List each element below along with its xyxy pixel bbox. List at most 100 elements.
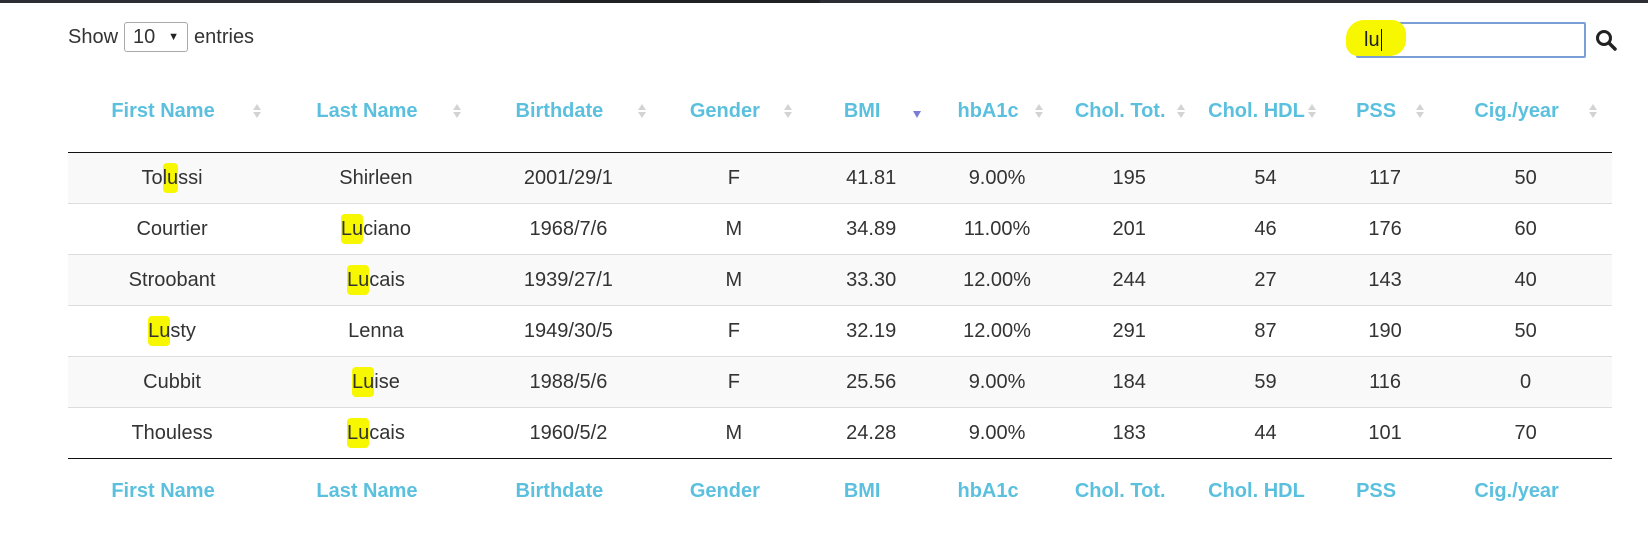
cell-chol-hdl: 54 bbox=[1200, 153, 1331, 204]
column-footer-label: First Name bbox=[111, 480, 214, 502]
cell-birthdate: 1949/30/5 bbox=[476, 306, 661, 357]
column-header-label: PSS bbox=[1356, 100, 1396, 122]
entries-select[interactable]: 10 ▼ bbox=[124, 22, 188, 52]
cell-cig: 50 bbox=[1439, 153, 1612, 204]
column-footer-birthdate[interactable]: Birthdate bbox=[476, 459, 661, 559]
table-header: First Name Last Name Birthdate Gender BMI hbA… bbox=[68, 70, 1612, 153]
cell-hba1c: 11.00% bbox=[936, 204, 1059, 255]
cell-chol-tot: 195 bbox=[1058, 153, 1199, 204]
search-input-value: lu bbox=[1364, 29, 1380, 52]
cell-hba1c: 12.00% bbox=[936, 306, 1059, 357]
cell-chol-tot: 184 bbox=[1058, 357, 1199, 408]
column-header-label: First Name bbox=[111, 100, 214, 122]
cell-text: sty bbox=[170, 320, 196, 342]
column-footer-first-name[interactable]: First Name bbox=[68, 459, 276, 559]
column-header-birthdate[interactable]: Birthdate bbox=[476, 70, 661, 153]
cell-text: To bbox=[141, 167, 162, 189]
cell-pss: 101 bbox=[1331, 408, 1439, 459]
cell-gender: M bbox=[661, 204, 807, 255]
column-footer-gender[interactable]: Gender bbox=[661, 459, 807, 559]
column-footer-last-name[interactable]: Last Name bbox=[276, 459, 476, 559]
sort-both-icon bbox=[1415, 102, 1425, 120]
chevron-down-icon: ▼ bbox=[168, 31, 179, 43]
column-footer-hba1c[interactable]: hbA1c bbox=[936, 459, 1059, 559]
sort-both-icon bbox=[637, 102, 647, 120]
column-header-gender[interactable]: Gender bbox=[661, 70, 807, 153]
column-header-first-name[interactable]: First Name bbox=[68, 70, 276, 153]
search-input[interactable]: lu bbox=[1356, 22, 1586, 58]
entries-length-control: Show 10 ▼ entries bbox=[68, 20, 254, 54]
column-header-cig-year[interactable]: Cig./year bbox=[1439, 70, 1612, 153]
cell-chol-tot: 183 bbox=[1058, 408, 1199, 459]
cell-chol-tot: 244 bbox=[1058, 255, 1199, 306]
sort-both-icon bbox=[1588, 102, 1598, 120]
search-match-highlight: Lu bbox=[148, 316, 170, 346]
cell-gender: F bbox=[661, 306, 807, 357]
cell-bmi: 25.56 bbox=[807, 357, 936, 408]
sort-descending-icon bbox=[912, 102, 922, 120]
cell-last-name: Lucais bbox=[276, 408, 476, 459]
search-match-highlight: Lu bbox=[341, 214, 363, 244]
cell-pss: 116 bbox=[1331, 357, 1439, 408]
column-header-chol-hdl[interactable]: Chol. HDL bbox=[1200, 70, 1331, 153]
cell-chol-hdl: 46 bbox=[1200, 204, 1331, 255]
column-header-label: hbA1c bbox=[957, 100, 1018, 122]
cell-text: Lenna bbox=[348, 320, 404, 342]
cell-bmi: 32.19 bbox=[807, 306, 936, 357]
browser-top-bar bbox=[0, 0, 1648, 3]
column-footer-label: Cig./year bbox=[1474, 480, 1558, 502]
cell-chol-hdl: 27 bbox=[1200, 255, 1331, 306]
column-header-label: Gender bbox=[690, 100, 760, 122]
cell-pss: 176 bbox=[1331, 204, 1439, 255]
cell-text: ciano bbox=[363, 218, 411, 240]
cell-gender: F bbox=[661, 153, 807, 204]
cell-first-name: Lusty bbox=[68, 306, 276, 357]
column-footer-chol-hdl[interactable]: Chol. HDL bbox=[1200, 459, 1331, 559]
column-header-chol-tot[interactable]: Chol. Tot. bbox=[1058, 70, 1199, 153]
cell-text: cais bbox=[369, 422, 405, 444]
cell-bmi: 34.89 bbox=[807, 204, 936, 255]
column-header-hba1c[interactable]: hbA1c bbox=[936, 70, 1059, 153]
column-header-label: Last Name bbox=[316, 100, 417, 122]
cell-text: Courtier bbox=[136, 218, 207, 240]
column-footer-cig-year[interactable]: Cig./year bbox=[1439, 459, 1612, 559]
column-header-bmi[interactable]: BMI bbox=[807, 70, 936, 153]
cell-gender: F bbox=[661, 357, 807, 408]
cell-text: Stroobant bbox=[129, 269, 216, 291]
sort-both-icon bbox=[252, 102, 262, 120]
search-icon[interactable] bbox=[1594, 28, 1618, 52]
cell-cig: 60 bbox=[1439, 204, 1612, 255]
cell-hba1c: 9.00% bbox=[936, 408, 1059, 459]
column-header-label: Cig./year bbox=[1474, 100, 1558, 122]
top-bar-segment bbox=[560, 0, 820, 3]
entries-select-value: 10 bbox=[133, 26, 155, 49]
cell-last-name: Shirleen bbox=[276, 153, 476, 204]
cell-bmi: 24.28 bbox=[807, 408, 936, 459]
cell-text: ssi bbox=[178, 167, 202, 189]
sort-both-icon bbox=[1176, 102, 1186, 120]
cell-chol-hdl: 44 bbox=[1200, 408, 1331, 459]
cell-text: Cubbit bbox=[143, 371, 201, 393]
column-footer-pss[interactable]: PSS bbox=[1331, 459, 1439, 559]
cell-first-name: Cubbit bbox=[68, 357, 276, 408]
column-footer-label: hbA1c bbox=[957, 480, 1018, 502]
cell-birthdate: 1968/7/6 bbox=[476, 204, 661, 255]
cell-cig: 40 bbox=[1439, 255, 1612, 306]
cell-text: ise bbox=[374, 371, 400, 393]
sort-both-icon bbox=[452, 102, 462, 120]
column-header-last-name[interactable]: Last Name bbox=[276, 70, 476, 153]
cell-birthdate: 1988/5/6 bbox=[476, 357, 661, 408]
column-header-pss[interactable]: PSS bbox=[1331, 70, 1439, 153]
cell-hba1c: 9.00% bbox=[936, 153, 1059, 204]
cell-birthdate: 1939/27/1 bbox=[476, 255, 661, 306]
cell-first-name: Thouless bbox=[68, 408, 276, 459]
column-footer-chol-tot[interactable]: Chol. Tot. bbox=[1058, 459, 1199, 559]
cell-pss: 143 bbox=[1331, 255, 1439, 306]
column-footer-label: Chol. HDL bbox=[1208, 480, 1305, 502]
cell-chol-hdl: 59 bbox=[1200, 357, 1331, 408]
column-footer-bmi[interactable]: BMI bbox=[807, 459, 936, 559]
